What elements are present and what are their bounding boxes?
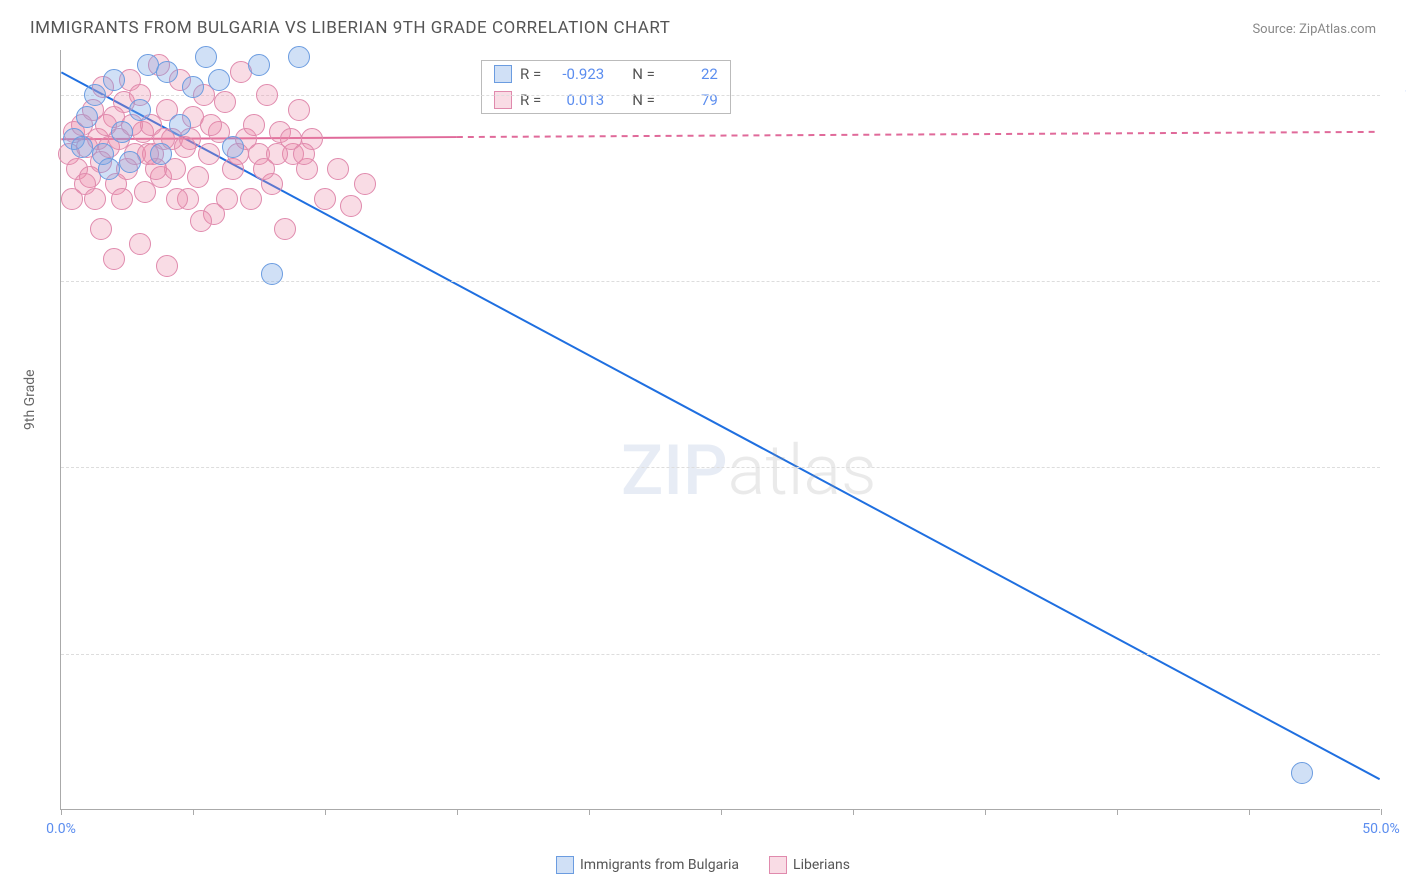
legend-swatch bbox=[556, 856, 574, 874]
data-point bbox=[119, 151, 141, 173]
data-point bbox=[198, 143, 220, 165]
data-point bbox=[195, 46, 217, 68]
x-tick bbox=[721, 809, 722, 815]
series-swatch bbox=[494, 91, 512, 109]
x-tick-label: 50.0% bbox=[1362, 821, 1400, 837]
data-point bbox=[111, 121, 133, 143]
bottom-legend: Immigrants from Bulgaria Liberians bbox=[0, 856, 1406, 874]
y-tick-label: 100.0% bbox=[1390, 87, 1406, 103]
data-point bbox=[150, 143, 172, 165]
data-point bbox=[222, 136, 244, 158]
y-axis-label: 9th Grade bbox=[22, 369, 38, 430]
x-tick bbox=[853, 809, 854, 815]
source-link[interactable]: ZipAtlas.com bbox=[1299, 22, 1376, 37]
data-point bbox=[76, 106, 98, 128]
x-tick bbox=[1249, 809, 1250, 815]
r-value: -0.923 bbox=[549, 65, 604, 83]
legend-label: Immigrants from Bulgaria bbox=[580, 857, 739, 873]
chart-title: IMMIGRANTS FROM BULGARIA VS LIBERIAN 9TH… bbox=[30, 18, 670, 38]
data-point bbox=[84, 84, 106, 106]
watermark-atlas: atlas bbox=[728, 430, 877, 512]
data-point bbox=[111, 188, 133, 210]
gridline bbox=[61, 654, 1380, 655]
x-tick bbox=[61, 809, 62, 815]
n-value: 79 bbox=[663, 91, 718, 109]
data-point bbox=[243, 114, 265, 136]
data-point bbox=[129, 233, 151, 255]
data-point bbox=[240, 188, 262, 210]
chart-plot-area: ZIPatlas R =-0.923N =22R =0.013N =79 62.… bbox=[60, 50, 1380, 810]
data-point bbox=[129, 99, 151, 121]
data-point bbox=[103, 248, 125, 270]
data-point bbox=[274, 218, 296, 240]
data-point bbox=[98, 158, 120, 180]
n-value: 22 bbox=[663, 65, 718, 83]
data-point bbox=[256, 84, 278, 106]
stats-row: R = -0.923 N = 22 bbox=[482, 61, 730, 87]
r-label: R = bbox=[520, 91, 541, 109]
stats-row: R = 0.013 N = 79 bbox=[482, 87, 730, 113]
x-tick bbox=[325, 809, 326, 815]
data-point bbox=[182, 76, 204, 98]
data-point bbox=[340, 195, 362, 217]
y-tick-label: 62.5% bbox=[1390, 646, 1406, 662]
data-point bbox=[293, 143, 315, 165]
data-point bbox=[84, 188, 106, 210]
n-label: N = bbox=[632, 65, 655, 83]
data-point bbox=[314, 188, 336, 210]
r-label: R = bbox=[520, 65, 541, 83]
legend-swatch bbox=[769, 856, 787, 874]
data-point bbox=[216, 188, 238, 210]
r-value: 0.013 bbox=[549, 91, 604, 109]
n-label: N = bbox=[632, 91, 655, 109]
data-point bbox=[288, 99, 310, 121]
data-point bbox=[354, 173, 376, 195]
x-tick bbox=[589, 809, 590, 815]
data-point bbox=[187, 166, 209, 188]
x-tick-label: 0.0% bbox=[46, 821, 76, 837]
data-point bbox=[288, 46, 310, 68]
data-point bbox=[327, 158, 349, 180]
y-tick-label: 75.0% bbox=[1390, 459, 1406, 475]
data-point bbox=[208, 69, 230, 91]
x-tick bbox=[457, 809, 458, 815]
gridline bbox=[61, 281, 1380, 282]
data-point bbox=[214, 91, 236, 113]
gridline bbox=[61, 467, 1380, 468]
data-point bbox=[71, 136, 93, 158]
data-point bbox=[248, 54, 270, 76]
x-tick bbox=[1117, 809, 1118, 815]
data-point bbox=[166, 188, 188, 210]
legend-item: Immigrants from Bulgaria bbox=[556, 856, 739, 874]
legend-label: Liberians bbox=[793, 857, 850, 873]
stats-legend-box: R = -0.923 N = 22 R = 0.013 N = 79 bbox=[481, 60, 731, 114]
data-point bbox=[103, 69, 125, 91]
data-point bbox=[90, 218, 112, 240]
data-point bbox=[156, 61, 178, 83]
data-point bbox=[200, 114, 222, 136]
watermark-zip: ZIP bbox=[621, 430, 728, 512]
data-point bbox=[1291, 762, 1313, 784]
data-point bbox=[169, 114, 191, 136]
data-point bbox=[261, 263, 283, 285]
watermark: ZIPatlas bbox=[621, 430, 877, 512]
legend-item: Liberians bbox=[769, 856, 850, 874]
x-tick bbox=[193, 809, 194, 815]
data-point bbox=[156, 255, 178, 277]
x-tick bbox=[1381, 809, 1382, 815]
x-tick bbox=[985, 809, 986, 815]
data-point bbox=[190, 210, 212, 232]
source-attribution: Source: ZipAtlas.com bbox=[1252, 22, 1376, 37]
source-label: Source: bbox=[1252, 22, 1295, 37]
series-swatch bbox=[494, 65, 512, 83]
y-tick-label: 87.5% bbox=[1390, 273, 1406, 289]
trend-line-extrapolated bbox=[457, 132, 1380, 137]
